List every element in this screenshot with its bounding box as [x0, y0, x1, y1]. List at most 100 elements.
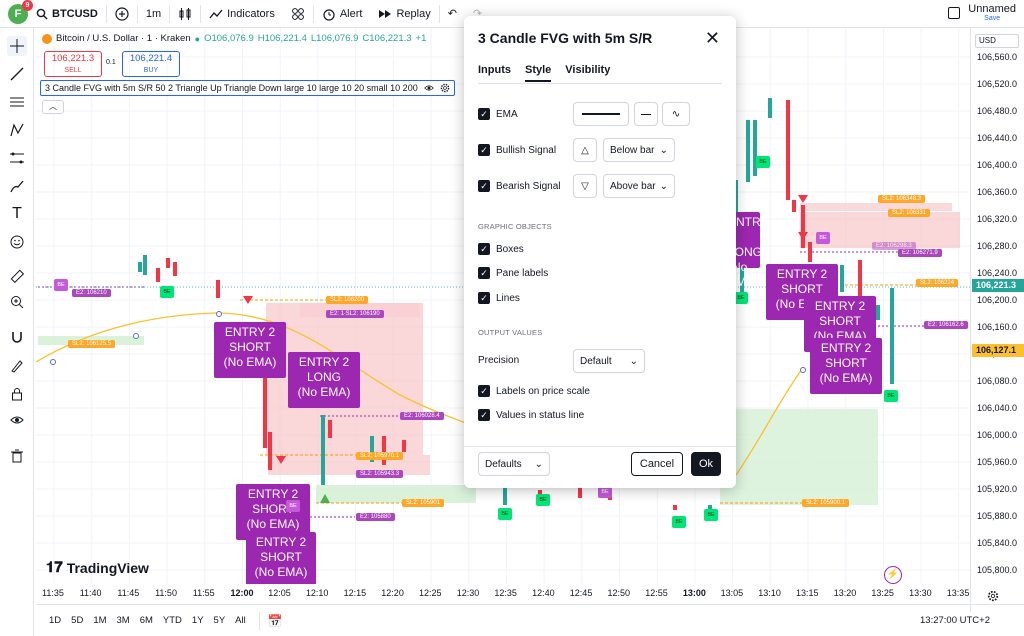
bullish-checkbox[interactable]: ✓ — [478, 144, 490, 156]
pattern-tool[interactable] — [7, 120, 27, 140]
defaults-button[interactable]: Defaults ⌄ — [478, 452, 550, 476]
eye-icon[interactable] — [423, 83, 434, 93]
calendar-icon[interactable]: 📅 — [267, 613, 283, 628]
e2-tag: E2: 106028.4 — [400, 412, 444, 420]
chart-pane[interactable]: ENTRY 2 SHORT (No EMA) ENTRY 2 LONG (No … — [36, 28, 970, 584]
candle — [328, 420, 332, 438]
triangle-up-icon: △ — [581, 144, 589, 156]
last-price-label: 106,221.3 — [972, 279, 1024, 292]
ema-checkbox[interactable]: ✓ — [478, 108, 490, 120]
range-5d[interactable]: 5D — [71, 615, 84, 626]
ema-line-width[interactable] — [634, 102, 658, 126]
time-tick: 12:15 — [343, 588, 367, 598]
price-tick: 106,320.0 — [977, 214, 1018, 224]
chart-type-button[interactable] — [170, 0, 200, 28]
visibility-tool[interactable] — [7, 410, 27, 430]
time-tick: 12:40 — [532, 588, 555, 598]
range-1d[interactable]: 1D — [49, 615, 62, 626]
buy-button[interactable]: 106,221.4 BUY — [122, 51, 180, 77]
range-1m[interactable]: 1M — [93, 615, 107, 626]
candle — [143, 255, 147, 275]
zoom-tool[interactable] — [7, 292, 27, 312]
bullish-location[interactable]: Below bar ⌄ — [603, 138, 675, 162]
range-5y[interactable]: 5Y — [213, 615, 226, 626]
close-button[interactable]: ✕ — [705, 28, 720, 49]
time-tick: 12:35 — [494, 588, 517, 598]
precision-select[interactable]: Default ⌄ — [573, 349, 645, 373]
text-tool[interactable]: T — [7, 204, 27, 224]
clock[interactable]: 13:27:00 UTC+2 — [920, 615, 990, 626]
undo-button[interactable]: ↶ — [440, 0, 465, 28]
lock-tool[interactable] — [7, 384, 27, 404]
templates-button[interactable] — [283, 0, 313, 28]
indicator-status-line[interactable]: 3 Candle FVG with 5m S/R 50 2 Triangle U… — [40, 80, 455, 96]
range-ytd[interactable]: YTD — [162, 615, 182, 626]
remove-tool[interactable] — [7, 446, 27, 466]
layout-name[interactable]: Unnamed Save — [948, 3, 1016, 22]
user-avatar[interactable]: F 9 — [8, 0, 33, 24]
replay-button[interactable]: Replay — [370, 0, 438, 28]
replay-flash-icon[interactable]: ⚡ — [884, 566, 902, 584]
bearish-shape[interactable]: ▽ — [573, 174, 597, 198]
labels-price-scale-checkbox[interactable]: ✓ — [478, 385, 490, 397]
draw-mode-tool[interactable] — [7, 356, 27, 376]
time-axis[interactable]: 11:35 11:40 11:45 11:50 11:55 12:00 12:05 12:10… — [36, 566, 970, 604]
ema-line-type[interactable]: ∿ — [662, 102, 690, 126]
be-marker: BE — [160, 286, 174, 298]
range-all[interactable]: All — [235, 615, 246, 626]
bearish-row: ✓ Bearish Signal — [478, 180, 560, 192]
cancel-button[interactable]: Cancel — [631, 452, 683, 476]
interval-button[interactable]: 1m — [145, 7, 162, 20]
candle — [578, 486, 582, 498]
lines-checkbox[interactable]: ✓ — [478, 292, 490, 304]
ema-line-style[interactable] — [573, 102, 629, 126]
magnet-tool[interactable] — [7, 328, 27, 348]
collapse-legend-button[interactable]: ︿ — [42, 100, 64, 114]
ema-price-label: 106,127.1 — [972, 344, 1024, 357]
indicators-button[interactable]: Indicators — [201, 0, 283, 28]
bearish-location[interactable]: Above bar ⌄ — [603, 174, 675, 198]
tab-inputs[interactable]: Inputs — [478, 64, 511, 76]
dialog-title: 3 Candle FVG with 5m S/R — [478, 30, 653, 46]
compare-button[interactable] — [107, 0, 137, 28]
e2-tag: E2: 105880 — [356, 513, 395, 521]
price-tick: 106,560.0 — [977, 52, 1018, 62]
bearish-checkbox[interactable]: ✓ — [478, 180, 490, 192]
sl2-tag: SL2: 106331 — [888, 209, 931, 217]
wave-icon: ∿ — [671, 108, 681, 120]
sell-button[interactable]: 106,221.3 SELL — [44, 51, 102, 77]
currency-selector[interactable]: USD — [975, 34, 1019, 48]
crosshair-tool[interactable] — [7, 36, 27, 56]
tab-style[interactable]: Style — [525, 64, 552, 82]
candle — [166, 258, 170, 268]
horizontal-lines-tool[interactable] — [7, 92, 27, 112]
axis-settings-icon[interactable] — [987, 590, 999, 604]
emoji-tool[interactable] — [7, 232, 27, 252]
e2-tag: E2: 106162.6 — [924, 321, 968, 329]
symbol-search[interactable]: BTCUSD — [28, 0, 106, 28]
sl2-tag: SL2: 105943.3 — [356, 470, 404, 478]
bullish-shape[interactable]: △ — [573, 138, 597, 162]
candle — [673, 505, 677, 510]
redo-button[interactable]: ↷ — [465, 0, 490, 28]
fib-tool[interactable] — [7, 148, 27, 168]
entry-label: ENTRY 2 SHORT (No EMA) — [810, 338, 882, 394]
measure-tool[interactable] — [7, 266, 27, 286]
ok-button[interactable]: Ok — [691, 452, 721, 476]
range-6m[interactable]: 6M — [139, 615, 153, 626]
tab-visibility[interactable]: Visibility — [565, 64, 611, 76]
price-axis[interactable]: USD 106,560.0 106,520.0 106,480.0 106,440.0… — [970, 28, 1024, 612]
indicators-icon — [209, 9, 223, 18]
boxes-checkbox[interactable]: ✓ — [478, 243, 490, 255]
legend-title[interactable]: Bitcoin / U.S. Dollar · 1 · Kraken — [56, 33, 191, 44]
alert-button[interactable]: Alert — [314, 0, 371, 28]
candle — [786, 100, 790, 200]
range-1y[interactable]: 1Y — [191, 615, 204, 626]
pane-labels-checkbox[interactable]: ✓ — [478, 267, 490, 279]
values-status-line-checkbox[interactable]: ✓ — [478, 409, 490, 421]
settings-icon[interactable] — [440, 83, 450, 93]
brush-tool[interactable] — [7, 176, 27, 196]
range-3m[interactable]: 3M — [116, 615, 130, 626]
trendline-tool[interactable] — [7, 64, 27, 84]
be-marker: BE — [54, 279, 68, 291]
